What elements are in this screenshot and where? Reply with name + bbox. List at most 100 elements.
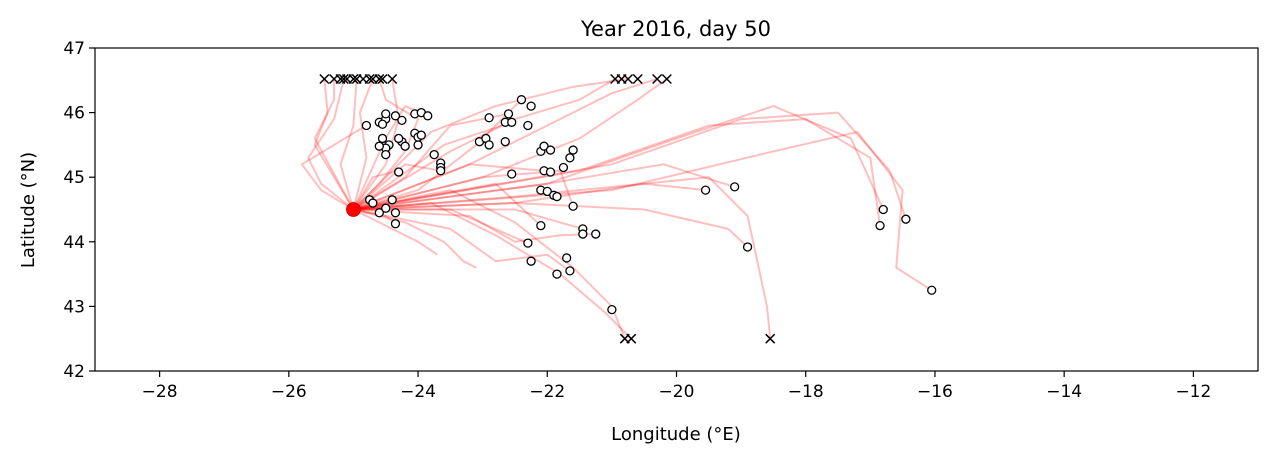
- particle-marker: [394, 167, 404, 177]
- particle-marker: [484, 140, 494, 150]
- y-tick-label: 42: [63, 362, 85, 382]
- particle-marker: [552, 191, 562, 202]
- particle-marker: [413, 140, 423, 150]
- end-marker: [652, 73, 663, 85]
- particle-marker: [578, 229, 588, 239]
- particle-marker: [507, 117, 517, 127]
- particle-marker: [423, 111, 433, 121]
- particle-marker: [927, 285, 937, 295]
- particle-marker: [565, 153, 575, 163]
- particle-marker: [416, 130, 426, 140]
- x-tick-label: −24: [400, 382, 436, 402]
- particle-marker: [730, 182, 740, 192]
- plot-frame: [94, 47, 1259, 372]
- particle-marker: [429, 149, 439, 160]
- particle-marker: [562, 253, 572, 263]
- particle-marker: [558, 162, 569, 173]
- release-point: [346, 202, 361, 217]
- y-axis-label: Latitude (°N): [18, 152, 39, 268]
- y-axis: 42 43 44 45 46 47: [63, 39, 95, 382]
- particle-marker: [523, 238, 533, 248]
- release-point-marker: [346, 202, 361, 217]
- trajectory-line: [353, 182, 706, 211]
- particle-marker: [742, 242, 753, 252]
- particle-marker: [878, 204, 888, 215]
- particle-marker: [387, 195, 397, 205]
- particle-marker: [381, 149, 391, 160]
- particle-marker: [400, 141, 410, 151]
- trajectory-line: [353, 176, 772, 339]
- particle-marker: [377, 119, 388, 129]
- trajectory-line: [353, 131, 933, 292]
- trajectory-line: [353, 163, 545, 211]
- y-tick-label: 45: [63, 168, 85, 188]
- trajectory-line: [353, 208, 596, 243]
- x-axis: −28 −26 −24 −22 −20 −18 −16 −14 −12: [142, 371, 1211, 402]
- particle-marker: [390, 219, 401, 229]
- particle-markers: [361, 95, 937, 315]
- particle-marker: [545, 145, 556, 155]
- trajectory-line: [313, 79, 355, 210]
- end-markers: [319, 73, 776, 344]
- particle-marker: [526, 101, 536, 111]
- x-tick-label: −16: [917, 382, 953, 402]
- trajectory-line: [352, 208, 438, 256]
- particle-marker: [607, 304, 617, 315]
- particle-marker: [390, 208, 401, 218]
- end-marker: [632, 73, 643, 85]
- end-marker: [661, 73, 672, 85]
- trajectory-line: [353, 202, 749, 248]
- y-tick-label: 43: [63, 297, 85, 317]
- x-tick-label: −12: [1175, 382, 1211, 402]
- trajectory-line: [353, 208, 571, 272]
- particle-marker: [591, 229, 601, 239]
- trajectory-line: [352, 121, 513, 211]
- end-marker: [338, 73, 349, 85]
- end-marker: [374, 73, 385, 85]
- particle-marker: [568, 201, 578, 211]
- x-tick-label: −18: [788, 382, 824, 402]
- x-axis-label: Longitude (°E): [611, 424, 741, 445]
- particle-marker: [545, 167, 556, 177]
- particle-marker: [374, 141, 384, 151]
- particle-marker: [368, 198, 378, 208]
- particle-marker: [565, 266, 575, 276]
- trajectory-line: [307, 78, 355, 211]
- trajectory-line: [352, 163, 441, 211]
- y-tick-label: 46: [63, 104, 85, 124]
- trajectory-line: [353, 169, 575, 211]
- particle-marker: [377, 133, 388, 144]
- trajectory-line: [313, 78, 355, 211]
- trajectory-line: [353, 163, 735, 211]
- particle-marker: [568, 145, 578, 155]
- trajectory-line: [353, 118, 881, 226]
- end-marker: [319, 73, 330, 85]
- particle-marker: [381, 203, 391, 213]
- particle-marker: [526, 256, 536, 266]
- trajectory-line: [352, 112, 509, 211]
- end-marker: [348, 73, 359, 85]
- trajectory-line: [300, 124, 367, 211]
- end-marker: [377, 73, 388, 85]
- x-tick-label: −20: [659, 382, 695, 402]
- end-marker: [364, 73, 375, 85]
- trajectory-line: [353, 208, 584, 230]
- x-tick-label: −14: [1046, 382, 1082, 402]
- end-marker: [623, 73, 634, 85]
- particle-marker: [901, 214, 911, 224]
- trajectory-line: [339, 78, 358, 210]
- particle-marker: [374, 208, 384, 218]
- particle-marker: [484, 113, 494, 123]
- particle-marker: [394, 133, 404, 144]
- particle-marker: [700, 185, 711, 195]
- particle-marker: [381, 109, 391, 119]
- trajectory-line: [353, 105, 885, 211]
- particle-marker: [390, 111, 401, 121]
- chart-title: Year 2016, day 50: [580, 17, 771, 41]
- y-tick-label: 47: [63, 39, 85, 59]
- trajectory-line: [353, 98, 523, 211]
- trajectory-line: [353, 202, 633, 340]
- trajectory-line: [353, 111, 907, 220]
- trajectory-line: [353, 78, 658, 211]
